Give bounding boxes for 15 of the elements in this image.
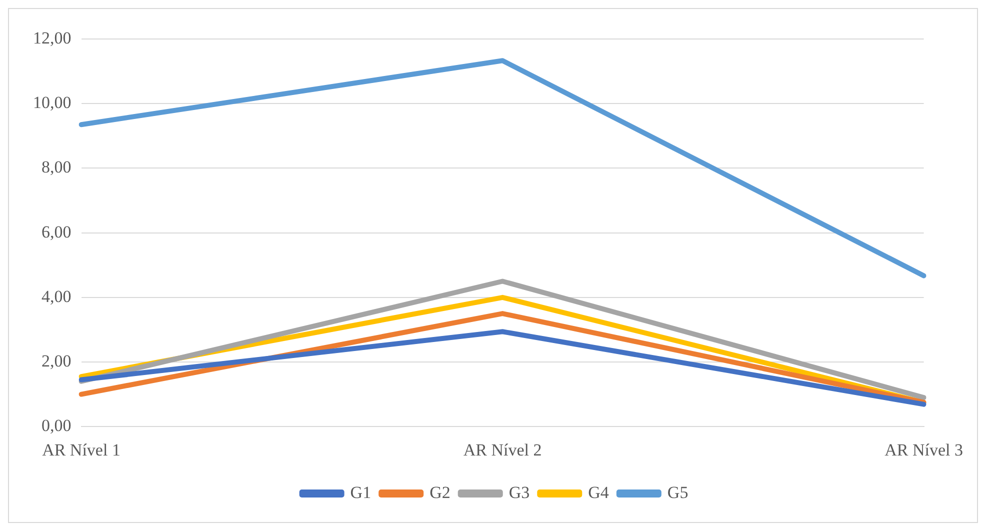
y-tick-label: 10,00 — [33, 93, 72, 112]
legend-label: G4 — [588, 482, 610, 502]
y-tick-label: 0,00 — [42, 416, 72, 436]
x-tick-label: AR Nível 3 — [884, 440, 964, 460]
x-tick-label: AR Nível 2 — [463, 440, 542, 460]
legend-label: G2 — [430, 482, 450, 502]
y-tick-label: 2,00 — [42, 351, 72, 370]
x-tick-label: AR Nível 1 — [42, 440, 120, 460]
legend-label: G1 — [350, 482, 372, 502]
y-tick-label: 12,00 — [33, 28, 72, 48]
y-tick-label: 8,00 — [42, 158, 72, 177]
legend-label: G5 — [667, 482, 688, 502]
legend-label: G3 — [508, 482, 530, 502]
y-tick-label: 4,00 — [42, 286, 72, 306]
y-tick-label: 6,00 — [42, 222, 72, 242]
